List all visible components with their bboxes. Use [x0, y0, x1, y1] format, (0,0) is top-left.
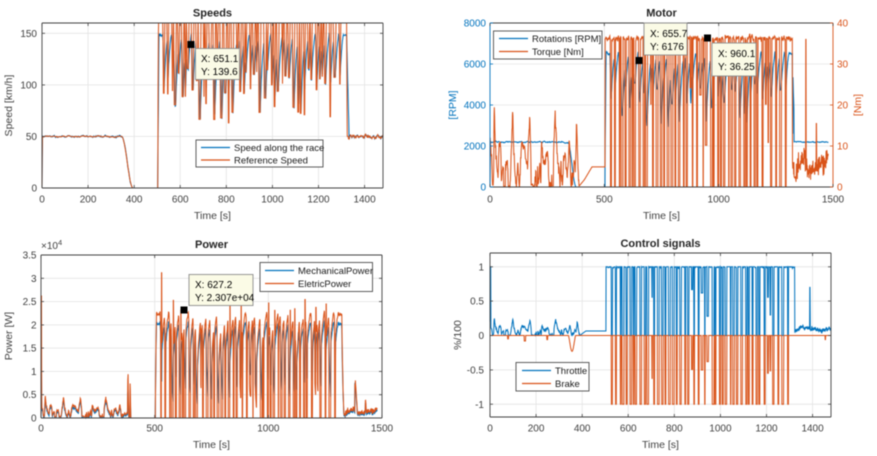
svg-text:3.5: 3.5: [23, 251, 37, 262]
svg-text:500: 500: [146, 424, 163, 435]
svg-text:30: 30: [837, 60, 849, 71]
svg-text:600: 600: [620, 424, 637, 435]
svg-text:%/100: %/100: [452, 320, 464, 350]
svg-text:1400: 1400: [801, 424, 824, 435]
svg-text:1400: 1400: [353, 195, 376, 206]
svg-text:1000: 1000: [257, 424, 280, 435]
svg-text:6000: 6000: [464, 60, 487, 71]
svg-text:-1: -1: [475, 400, 484, 411]
svg-text:4000: 4000: [464, 101, 487, 112]
svg-text:1: 1: [478, 262, 484, 273]
svg-text:Time [s]: Time [s]: [193, 439, 230, 451]
svg-text:10: 10: [837, 142, 849, 153]
svg-text:Throttle: Throttle: [555, 366, 587, 377]
svg-text:Y: 2.307e+04: Y: 2.307e+04: [195, 293, 255, 304]
svg-text:MechanicalPower: MechanicalPower: [298, 266, 373, 277]
svg-text:2.5: 2.5: [23, 297, 37, 308]
svg-text:0: 0: [480, 183, 486, 194]
svg-text:0: 0: [837, 183, 843, 194]
svg-text:2000: 2000: [464, 142, 487, 153]
svg-text:1: 1: [31, 367, 37, 378]
svg-text:Torque [Nm]: Torque [Nm]: [532, 47, 584, 58]
svg-text:Power [W]: Power [W]: [3, 312, 15, 361]
svg-text:X: 655.7: X: 655.7: [650, 29, 688, 40]
svg-text:[RPM]: [RPM]: [447, 90, 459, 119]
svg-text:Time [s]: Time [s]: [643, 210, 680, 222]
svg-text:20: 20: [837, 101, 849, 112]
svg-text:1000: 1000: [709, 424, 732, 435]
svg-text:Y: 139.6: Y: 139.6: [201, 67, 238, 78]
svg-text:Y: 36.25: Y: 36.25: [718, 62, 755, 73]
svg-text:Rotations [RPM]: Rotations [RPM]: [532, 34, 601, 45]
svg-text:Time [s]: Time [s]: [642, 439, 679, 451]
svg-text:0.5: 0.5: [23, 390, 37, 401]
svg-text:-0.5: -0.5: [467, 365, 485, 376]
svg-text:×104: ×104: [41, 238, 62, 252]
svg-text:0.5: 0.5: [470, 297, 484, 308]
svg-text:200: 200: [80, 195, 97, 206]
svg-text:800: 800: [666, 424, 683, 435]
svg-text:150: 150: [20, 29, 37, 40]
svg-text:50: 50: [26, 132, 38, 143]
svg-text:1000: 1000: [708, 195, 731, 206]
svg-text:100: 100: [20, 80, 37, 91]
svg-text:1000: 1000: [261, 195, 284, 206]
svg-text:1200: 1200: [307, 195, 330, 206]
svg-text:1500: 1500: [822, 195, 845, 206]
svg-text:400: 400: [126, 195, 143, 206]
svg-text:X: 627.2: X: 627.2: [195, 280, 233, 291]
svg-text:1500: 1500: [371, 424, 394, 435]
svg-text:X: 960.1: X: 960.1: [718, 49, 756, 60]
svg-text:1.5: 1.5: [23, 344, 37, 355]
svg-text:Speed along the race: Speed along the race: [234, 143, 324, 154]
svg-text:0: 0: [31, 414, 37, 425]
svg-text:0: 0: [39, 195, 45, 206]
svg-text:0: 0: [487, 195, 493, 206]
svg-text:0: 0: [31, 184, 37, 195]
svg-text:Speed [km/h]: Speed [km/h]: [3, 74, 15, 136]
svg-text:800: 800: [218, 195, 235, 206]
svg-text:1200: 1200: [755, 424, 778, 435]
svg-text:Time [s]: Time [s]: [194, 210, 231, 222]
svg-text:0: 0: [38, 424, 44, 435]
svg-text:8000: 8000: [464, 19, 487, 30]
svg-text:Reference Speed: Reference Speed: [234, 156, 308, 167]
svg-text:Power: Power: [195, 239, 229, 251]
svg-text:Brake: Brake: [555, 379, 580, 390]
svg-text:Y: 6176: Y: 6176: [650, 42, 684, 53]
svg-text:[Nm]: [Nm]: [852, 94, 864, 116]
svg-text:Control signals: Control signals: [620, 238, 700, 250]
svg-text:0: 0: [478, 331, 484, 342]
svg-text:2: 2: [31, 320, 37, 331]
svg-text:400: 400: [574, 424, 591, 435]
svg-text:Speeds: Speeds: [193, 8, 232, 20]
svg-text:600: 600: [172, 195, 189, 206]
svg-text:EletricPower: EletricPower: [298, 279, 351, 290]
svg-text:X: 651.1: X: 651.1: [201, 54, 239, 65]
svg-text:3: 3: [31, 274, 37, 285]
svg-text:0: 0: [487, 424, 493, 435]
svg-text:Motor: Motor: [646, 8, 677, 20]
svg-text:500: 500: [596, 195, 613, 206]
svg-text:200: 200: [528, 424, 545, 435]
svg-text:40: 40: [837, 19, 849, 30]
